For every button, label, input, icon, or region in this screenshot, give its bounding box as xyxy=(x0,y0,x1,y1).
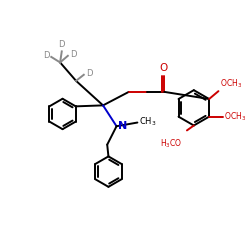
Text: CH$_3$: CH$_3$ xyxy=(138,116,156,128)
Text: D: D xyxy=(43,51,49,60)
Text: D: D xyxy=(58,40,64,49)
Text: OCH$_3$: OCH$_3$ xyxy=(220,78,242,90)
Text: N: N xyxy=(118,121,127,131)
Text: O: O xyxy=(159,63,167,73)
Text: OCH$_3$: OCH$_3$ xyxy=(224,110,246,123)
Text: D: D xyxy=(86,69,92,78)
Text: H$_3$CO: H$_3$CO xyxy=(160,137,182,149)
Text: D: D xyxy=(70,50,76,59)
